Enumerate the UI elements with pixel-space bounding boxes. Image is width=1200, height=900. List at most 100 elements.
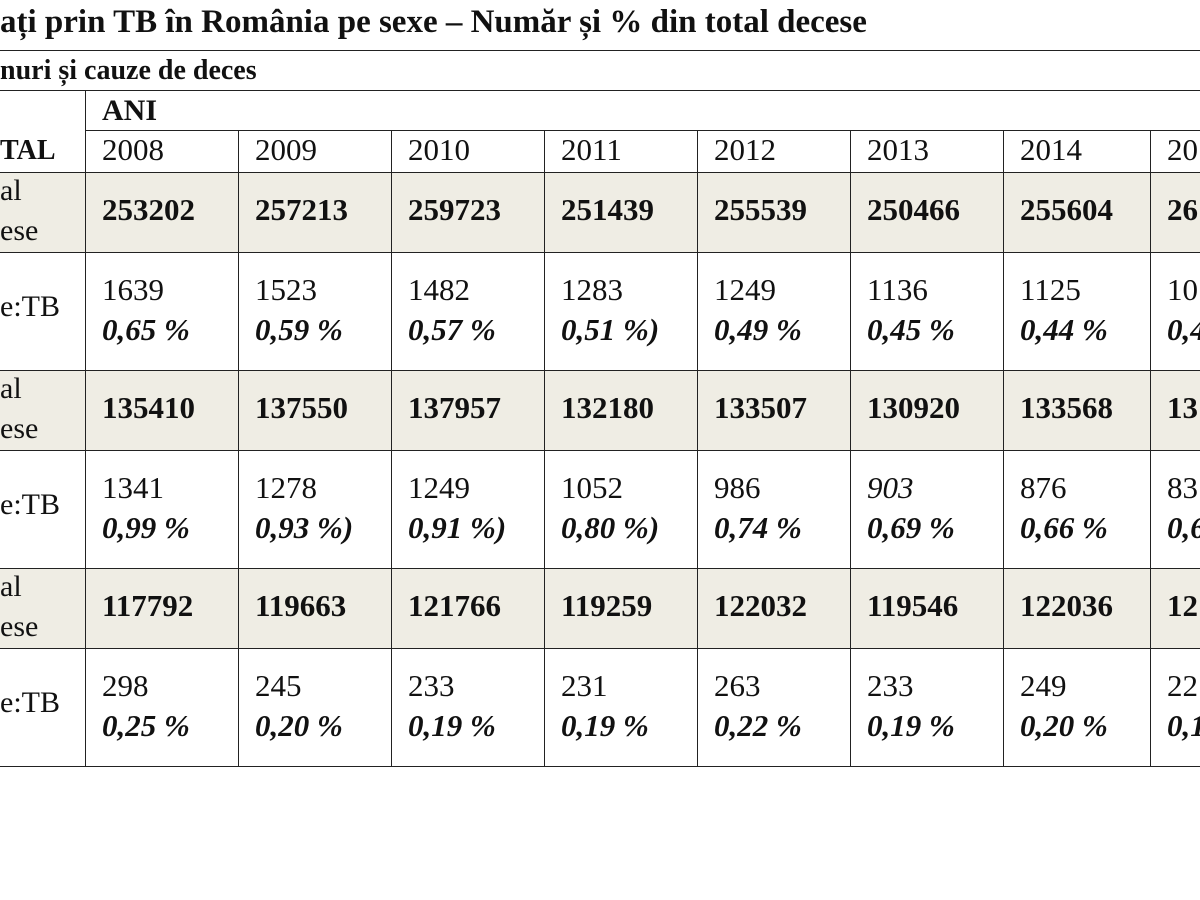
tb-percent-value: 0,19 % <box>408 708 496 743</box>
table-divider <box>0 568 1200 569</box>
total-deaths-value: 117792 <box>102 588 194 623</box>
row-label: al <box>0 570 22 603</box>
row-label: al <box>0 174 22 207</box>
row-label: e:TB <box>0 488 60 521</box>
tb-deaths-value: 1249 <box>408 470 470 505</box>
total-deaths-value: 122032 <box>714 588 807 623</box>
tb-deaths-value: 876 <box>1020 470 1067 505</box>
tb-deaths-value: 83 <box>1167 470 1198 505</box>
tb-percent-value: 0,74 % <box>714 510 802 545</box>
tb-percent-value: 0,66 % <box>1020 510 1108 545</box>
tb-deaths-value: 1136 <box>867 272 928 307</box>
column-group-header: ANI <box>102 94 158 127</box>
total-deaths-value: 253202 <box>102 192 195 227</box>
tb-deaths-value: 1523 <box>255 272 317 307</box>
tb-deaths-value: 10 <box>1167 272 1198 307</box>
total-row-band <box>0 172 1200 252</box>
total-row-band <box>0 568 1200 648</box>
table-divider <box>0 370 1200 371</box>
total-deaths-value: 26 <box>1167 192 1198 227</box>
row-label: e:TB <box>0 290 60 323</box>
tb-deaths-value: 1639 <box>102 272 164 307</box>
total-deaths-value: 251439 <box>561 192 654 227</box>
tb-percent-value: 0,59 % <box>255 312 343 347</box>
tb-deaths-value: 263 <box>714 668 761 703</box>
tb-deaths-value: 1283 <box>561 272 623 307</box>
year-header: 2011 <box>561 132 622 167</box>
total-deaths-value: 12 <box>1167 588 1198 623</box>
tb-deaths-value: 22 <box>1167 668 1198 703</box>
total-deaths-value: 121766 <box>408 588 501 623</box>
total-deaths-value: 255604 <box>1020 192 1113 227</box>
total-deaths-value: 119663 <box>255 588 347 623</box>
tb-deaths-value: 233 <box>408 668 455 703</box>
table-divider <box>1003 130 1004 766</box>
total-deaths-value: 119546 <box>867 588 959 623</box>
table-divider <box>0 648 1200 649</box>
table-divider <box>850 130 851 766</box>
tb-percent-value: 0,6 <box>1167 510 1200 545</box>
year-header: 2013 <box>867 132 929 167</box>
table-divider <box>1150 130 1151 766</box>
tb-deaths-value: 1052 <box>561 470 623 505</box>
total-deaths-value: 132180 <box>561 390 654 425</box>
total-deaths-value: 255539 <box>714 192 807 227</box>
total-deaths-value: 133568 <box>1020 390 1113 425</box>
table-divider <box>85 130 1200 131</box>
tb-percent-value: 0,51 %) <box>561 312 660 347</box>
total-deaths-value: 130920 <box>867 390 960 425</box>
row-label: ese <box>0 610 39 643</box>
tb-deaths-value: 1341 <box>102 470 164 505</box>
tb-percent-value: 0,80 %) <box>561 510 660 545</box>
tb-deaths-value: 903 <box>867 470 914 505</box>
tb-percent-value: 0,4 <box>1167 312 1200 347</box>
row-label: e:TB <box>0 686 60 719</box>
table-divider <box>697 130 698 766</box>
tb-percent-value: 0,25 % <box>102 708 190 743</box>
table-divider <box>0 766 1200 767</box>
total-deaths-value: 135410 <box>102 390 195 425</box>
total-deaths-value: 13 <box>1167 390 1198 425</box>
tb-percent-value: 0,20 % <box>255 708 343 743</box>
total-deaths-value: 119259 <box>561 588 653 623</box>
total-deaths-value: 137550 <box>255 390 348 425</box>
total-row-band <box>0 370 1200 450</box>
top-rule <box>0 50 1200 51</box>
year-header: 2008 <box>102 132 164 167</box>
data-table: ANI TAL 2008 2009 2010 2011 2012 2013 2014 20 al es… <box>0 90 1200 770</box>
row-header-label: TAL <box>0 135 56 166</box>
tb-percent-value: 0,99 % <box>102 510 190 545</box>
total-deaths-value: 137957 <box>408 390 501 425</box>
tb-deaths-value: 1278 <box>255 470 317 505</box>
page-title: ați prin TB în România pe sexe – Număr ș… <box>0 4 867 40</box>
total-deaths-value: 133507 <box>714 390 807 425</box>
tb-deaths-value: 986 <box>714 470 761 505</box>
tb-deaths-value: 245 <box>255 668 302 703</box>
year-header: 2010 <box>408 132 470 167</box>
tb-percent-value: 0,69 % <box>867 510 955 545</box>
tb-percent-value: 0,19 % <box>561 708 649 743</box>
tb-percent-value: 0,19 % <box>867 708 955 743</box>
tb-deaths-value: 233 <box>867 668 914 703</box>
tb-percent-value: 0,20 % <box>1020 708 1108 743</box>
total-deaths-value: 250466 <box>867 192 960 227</box>
tb-percent-value: 0,49 % <box>714 312 802 347</box>
tb-deaths-value: 1249 <box>714 272 776 307</box>
subtitle-rule <box>0 90 1200 91</box>
tb-percent-value: 0,22 % <box>714 708 802 743</box>
table-subtitle: nuri și cauze de deces <box>0 55 257 86</box>
table-divider <box>544 130 545 766</box>
table-divider <box>0 172 1200 173</box>
table-divider <box>85 90 86 766</box>
total-deaths-value: 257213 <box>255 192 348 227</box>
year-header: 2009 <box>255 132 317 167</box>
table-divider <box>238 130 239 766</box>
tb-deaths-value: 298 <box>102 668 149 703</box>
tb-deaths-value: 231 <box>561 668 608 703</box>
row-label: ese <box>0 412 39 445</box>
tb-percent-value: 0,45 % <box>867 312 955 347</box>
tb-deaths-value: 1125 <box>1020 272 1081 307</box>
tb-percent-value: 0,93 %) <box>255 510 354 545</box>
total-deaths-value: 259723 <box>408 192 501 227</box>
year-header: 2014 <box>1020 132 1082 167</box>
